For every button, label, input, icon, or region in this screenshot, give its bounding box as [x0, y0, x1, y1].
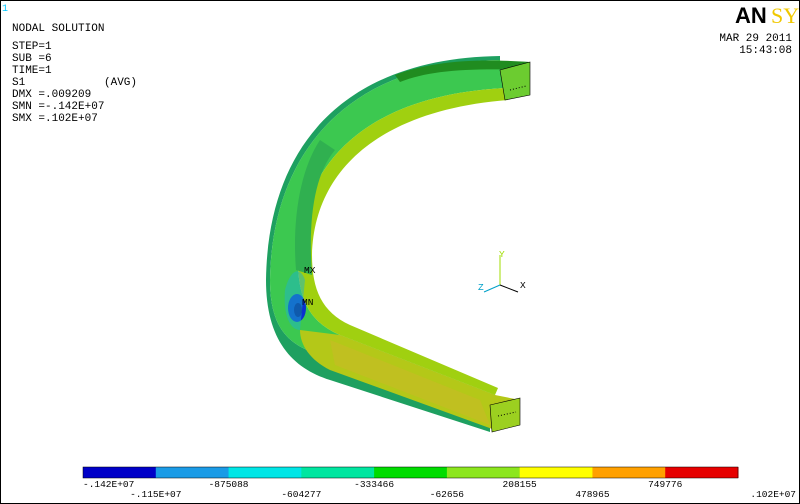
legend-label: -62656: [430, 489, 465, 500]
legend-band: [665, 467, 738, 478]
logo-bold: AN: [735, 3, 767, 28]
max-marker: MX: [304, 265, 316, 276]
step: STEP=1: [12, 41, 52, 53]
legend-band: [301, 467, 374, 478]
avg: (AVG): [104, 77, 137, 89]
legend-band: [592, 467, 665, 478]
window-number: 1: [2, 4, 8, 15]
item: S1: [12, 77, 26, 89]
legend-label: -333466: [354, 479, 394, 490]
legend-band: [447, 467, 520, 478]
smn: SMN =-.142E+07: [12, 101, 104, 113]
min-marker: MN: [302, 297, 313, 308]
clock: 15:43:08: [739, 45, 792, 57]
time: TIME=1: [12, 65, 52, 77]
legend-label: -.115E+07: [130, 489, 181, 500]
legend-band: [520, 467, 593, 478]
legend-band: [156, 467, 229, 478]
page: 1 NODAL SOLUTION STEP=1 SUB =6 TIME=1 S1…: [0, 0, 800, 504]
date: MAR 29 2011: [719, 33, 792, 45]
legend-label: 208155: [503, 479, 538, 490]
legend-label: 749776: [648, 479, 683, 490]
legend-label: -.142E+07: [83, 479, 134, 490]
legend-label: 478965: [575, 489, 610, 500]
title: NODAL SOLUTION: [12, 23, 104, 35]
legend-band: [229, 467, 302, 478]
legend-band: [374, 467, 447, 478]
graphics-window: 1 NODAL SOLUTION STEP=1 SUB =6 TIME=1 S1…: [0, 0, 800, 504]
triad-y: Y: [499, 249, 505, 260]
logo-rest: SYS: [771, 3, 800, 28]
dmx: DMX =.009209: [12, 89, 91, 101]
legend-band: [83, 467, 156, 478]
triad-z: Z: [478, 282, 484, 293]
legend-label: .102E+07: [750, 489, 796, 500]
smx: SMX =.102E+07: [12, 113, 98, 125]
legend-label: -604277: [281, 489, 321, 500]
triad-x: X: [520, 280, 526, 291]
sub: SUB =6: [12, 53, 52, 65]
legend-label: -875088: [209, 479, 249, 490]
